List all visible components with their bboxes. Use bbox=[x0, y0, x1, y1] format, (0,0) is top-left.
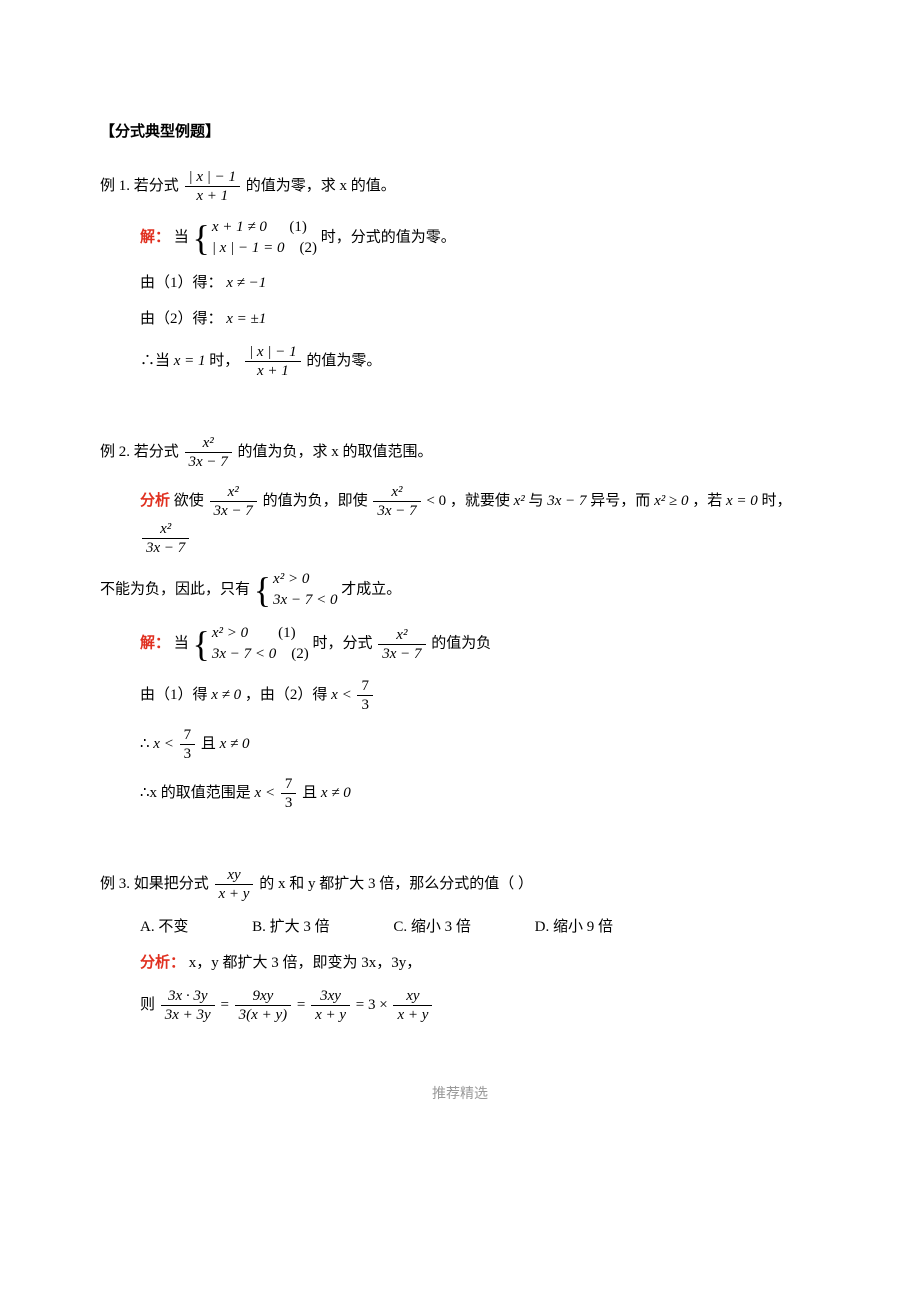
choice-b: B. 扩大 3 倍 bbox=[252, 915, 330, 939]
ex3-analysis: 分析： x，y 都扩大 3 倍，即变为 3x，3y， bbox=[140, 951, 820, 975]
page-title: 【分式典型例题】 bbox=[100, 120, 820, 144]
brace-system: { x + 1 ≠ 0 (1) | x | − 1 = 0 (2) bbox=[193, 217, 317, 259]
ex2-conclusion-1: ∴ x < 7 3 且 x ≠ 0 bbox=[140, 726, 820, 763]
analysis-label: 分析 bbox=[140, 493, 170, 509]
ex2-conclusion-2: ∴x 的取值范围是 x < 7 3 且 x ≠ 0 bbox=[140, 775, 820, 812]
ex3-calc: 则 3x · 3y 3x + 3y = 9xy 3(x + y) = 3xy x… bbox=[140, 987, 820, 1024]
ex2-solution: 解： 当 { x² > 0 (1) 3x − 7 < 0 (2) 时，分式 x²… bbox=[140, 623, 820, 665]
choice-a: A. 不变 bbox=[140, 915, 188, 939]
choice-c: C. 缩小 3 倍 bbox=[393, 915, 471, 939]
ex3-fraction: xy x + y bbox=[215, 866, 254, 903]
ex2-analysis-2: 不能为负，因此，只有 { x² > 0 3x − 7 < 0 才成立。 bbox=[100, 569, 820, 611]
choice-d: D. 缩小 9 倍 bbox=[535, 915, 613, 939]
ex3-tail: 的 x 和 y 都扩大 3 倍，那么分式的值（ ） bbox=[259, 876, 533, 892]
page: 【分式典型例题】 例 1. 若分式 | x | − 1 x + 1 的值为零，求… bbox=[0, 0, 920, 1146]
ex1-problem: 例 1. 若分式 | x | − 1 x + 1 的值为零，求 x 的值。 bbox=[100, 168, 820, 205]
ex3-label: 例 3. 如果把分式 bbox=[100, 876, 209, 892]
ex3-choices: A. 不变 B. 扩大 3 倍 C. 缩小 3 倍 D. 缩小 9 倍 bbox=[140, 915, 820, 939]
ex2-analysis: 分析 欲使 x² 3x − 7 的值为负，即使 x² 3x − 7 < 0 ，就… bbox=[140, 483, 820, 557]
analysis-label-3: 分析： bbox=[140, 955, 185, 971]
ex1-tail: 的值为零，求 x 的值。 bbox=[246, 178, 396, 194]
solution-label: 解： bbox=[140, 229, 170, 245]
ex2-tail: 的值为负，求 x 的取值范围。 bbox=[238, 444, 433, 460]
ex3-problem: 例 3. 如果把分式 xy x + y 的 x 和 y 都扩大 3 倍，那么分式… bbox=[100, 866, 820, 903]
ex1-fraction: | x | − 1 x + 1 bbox=[185, 168, 241, 205]
ex2-problem: 例 2. 若分式 x² 3x − 7 的值为负，求 x 的取值范围。 bbox=[100, 434, 820, 471]
ex1-label: 例 1. 若分式 bbox=[100, 178, 179, 194]
ex2-fraction: x² 3x − 7 bbox=[185, 434, 232, 471]
ex1-step1: 由（1）得： x ≠ −1 bbox=[140, 271, 820, 295]
ex1-fraction-2: | x | − 1 x + 1 bbox=[245, 343, 301, 380]
ex2-step1: 由（1）得 x ≠ 0 ，由（2）得 x < 7 3 bbox=[140, 677, 820, 714]
ex1-solution-line: 解： 当 { x + 1 ≠ 0 (1) | x | − 1 = 0 (2) 时… bbox=[140, 217, 820, 259]
footer-text: 推荐精选 bbox=[100, 1084, 820, 1106]
solution-label-2: 解： bbox=[140, 635, 170, 651]
ex1-step2: 由（2）得： x = ±1 bbox=[140, 307, 820, 331]
ex1-conclusion: ∴当 x = 1 时， | x | − 1 x + 1 的值为零。 bbox=[140, 343, 820, 380]
ex2-label: 例 2. 若分式 bbox=[100, 444, 179, 460]
